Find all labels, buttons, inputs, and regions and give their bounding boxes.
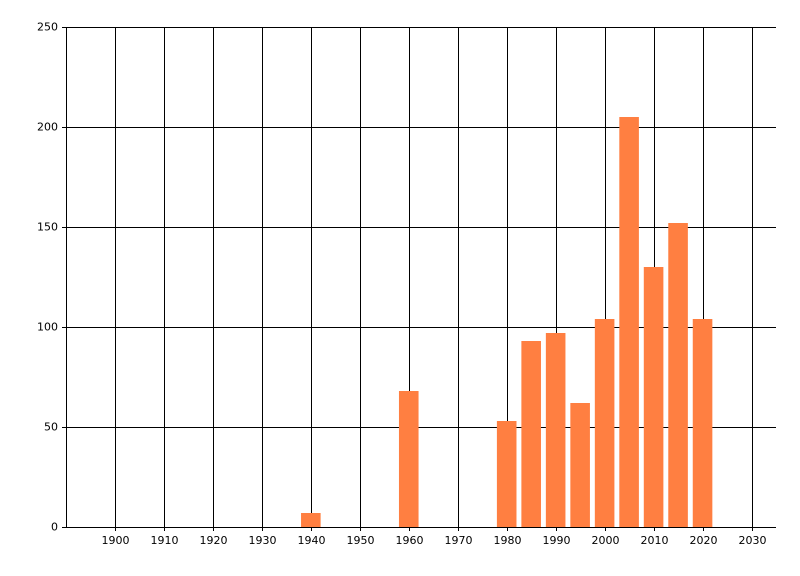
- bar: [545, 333, 566, 527]
- y-tick-label: 100: [37, 321, 58, 334]
- x-tick-label: 2000: [592, 534, 620, 547]
- x-tick-label: 2010: [641, 534, 669, 547]
- x-tick-label: 1950: [347, 534, 375, 547]
- bar: [496, 421, 517, 527]
- x-tick-label: 1920: [200, 534, 228, 547]
- y-tick-label: 200: [37, 121, 58, 134]
- y-tick-label: 150: [37, 221, 58, 234]
- bar: [692, 319, 713, 527]
- x-tick-label: 1970: [445, 534, 473, 547]
- x-tick-label: 2020: [690, 534, 718, 547]
- y-tick-label: 250: [37, 21, 58, 34]
- x-tick-label: 1990: [543, 534, 571, 547]
- x-tick-label: 1930: [249, 534, 277, 547]
- x-tick-label: 1910: [151, 534, 179, 547]
- bar: [570, 403, 590, 527]
- x-tick-label: 1980: [494, 534, 522, 547]
- y-tick-label: 0: [51, 521, 58, 534]
- y-tick-label: 50: [44, 421, 58, 434]
- bar: [521, 341, 541, 527]
- x-tick-label: 1960: [396, 534, 424, 547]
- bar: [643, 267, 664, 527]
- bar: [301, 513, 321, 527]
- bar: [594, 319, 615, 527]
- x-tick-label: 1940: [298, 534, 326, 547]
- x-tick-label: 1900: [102, 534, 130, 547]
- bar: [619, 117, 639, 527]
- bar: [398, 391, 419, 527]
- x-tick-label: 2030: [739, 534, 767, 547]
- bar: [668, 223, 688, 527]
